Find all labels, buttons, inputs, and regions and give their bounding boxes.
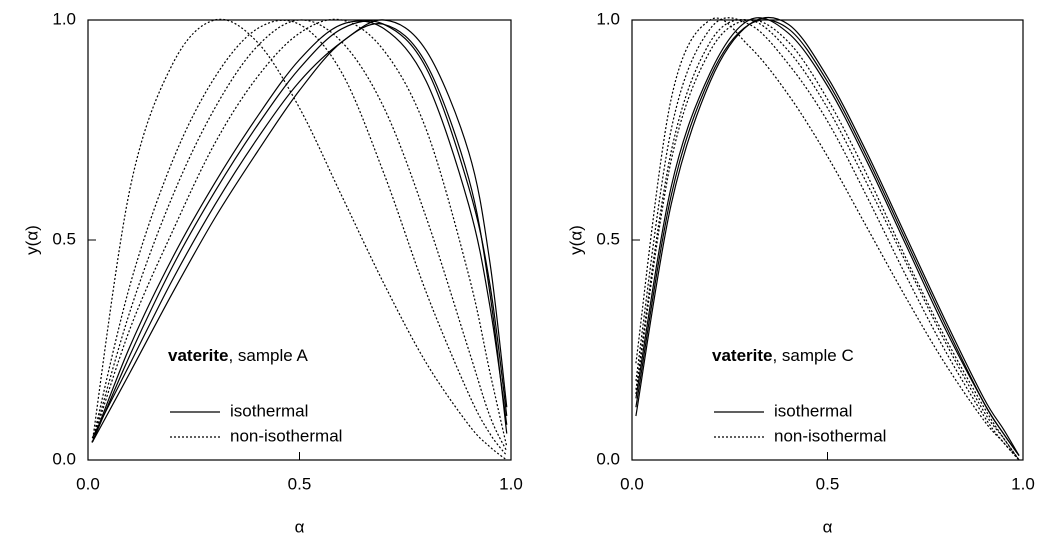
annotation-bold: vaterite bbox=[168, 346, 228, 365]
x-tick-label: 0.0 bbox=[620, 474, 644, 493]
plot-frame bbox=[87, 19, 512, 461]
curve bbox=[91, 20, 508, 443]
annotation: vaterite, sample A bbox=[168, 346, 309, 365]
y-tick-label: 0.0 bbox=[52, 449, 76, 468]
curve bbox=[91, 23, 508, 443]
y-tick-label: 0.0 bbox=[596, 449, 620, 468]
curve bbox=[91, 20, 508, 443]
annotation-text: , sample C bbox=[772, 346, 853, 365]
panel: 0.0 0.5 1.0 0.0 0.5 1.0 α y(α) isothermal non-iso… bbox=[566, 9, 1034, 536]
y-tick-label: 0.5 bbox=[52, 229, 76, 248]
curve bbox=[635, 19, 1020, 461]
x-axis-label: α bbox=[823, 517, 833, 536]
curve bbox=[635, 17, 1020, 461]
x-tick-label: 0.5 bbox=[816, 474, 840, 493]
annotation-bold: vaterite bbox=[712, 346, 772, 365]
panel: 0.0 0.5 1.0 0.0 0.5 1.0 α y(α) isothermal non-iso… bbox=[22, 9, 522, 536]
y-tick-label: 0.5 bbox=[596, 229, 620, 248]
curve bbox=[635, 17, 1020, 456]
x-tick-label: 0.0 bbox=[76, 474, 100, 493]
curve bbox=[91, 19, 508, 452]
y-tick-label: 1.0 bbox=[596, 9, 620, 28]
legend-label: isothermal bbox=[230, 401, 308, 420]
curve bbox=[91, 18, 508, 461]
y-axis-label: y(α) bbox=[22, 225, 41, 255]
legend-label: non-isothermal bbox=[230, 426, 342, 445]
legend-label: isothermal bbox=[774, 401, 852, 420]
x-tick-label: 0.5 bbox=[288, 474, 312, 493]
curve bbox=[635, 17, 1020, 461]
curve bbox=[91, 18, 508, 447]
y-tick-label: 1.0 bbox=[52, 9, 76, 28]
x-axis-label: α bbox=[295, 517, 305, 536]
annotation: vaterite, sample C bbox=[712, 346, 854, 365]
curve bbox=[635, 19, 1020, 461]
annotation-text: , sample A bbox=[228, 346, 308, 365]
x-tick-label: 1.0 bbox=[1011, 474, 1035, 493]
y-axis-label: y(α) bbox=[566, 225, 585, 255]
curve bbox=[91, 19, 508, 456]
legend-label: non-isothermal bbox=[774, 426, 886, 445]
x-tick-label: 1.0 bbox=[499, 474, 523, 493]
curve bbox=[91, 19, 508, 439]
curve bbox=[635, 16, 1020, 456]
